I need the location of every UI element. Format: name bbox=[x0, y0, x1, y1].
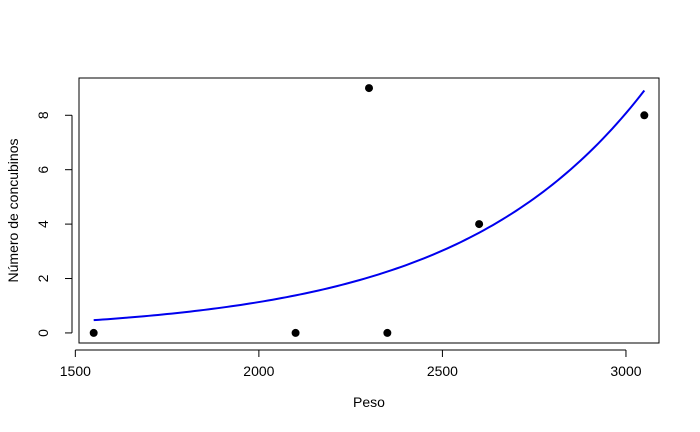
x-tick-label: 2500 bbox=[427, 363, 458, 379]
data-point bbox=[365, 84, 373, 93]
x-axis-label: Peso bbox=[353, 394, 385, 410]
y-tick-label: 2 bbox=[35, 274, 51, 282]
data-points bbox=[89, 84, 649, 337]
fitted-curve bbox=[93, 89, 646, 322]
x-tick-label: 1500 bbox=[60, 363, 91, 379]
y-tick-label: 6 bbox=[35, 166, 51, 174]
data-point bbox=[640, 111, 649, 120]
data-point bbox=[383, 328, 392, 337]
x-tick-label: 3000 bbox=[610, 363, 641, 379]
data-point bbox=[291, 328, 300, 337]
data-point bbox=[89, 328, 98, 337]
plot-box bbox=[78, 77, 660, 344]
x-axis: 1500 2000 2500 3000 bbox=[60, 349, 642, 379]
y-axis-label: Número de concubinos bbox=[5, 139, 21, 283]
y-tick-label: 4 bbox=[35, 220, 51, 228]
y-axis: 0 2 4 6 8 bbox=[35, 111, 73, 337]
data-point bbox=[475, 220, 484, 229]
y-tick-label: 8 bbox=[35, 111, 51, 119]
x-tick-label: 2000 bbox=[243, 363, 274, 379]
y-tick-label: 0 bbox=[35, 329, 51, 337]
